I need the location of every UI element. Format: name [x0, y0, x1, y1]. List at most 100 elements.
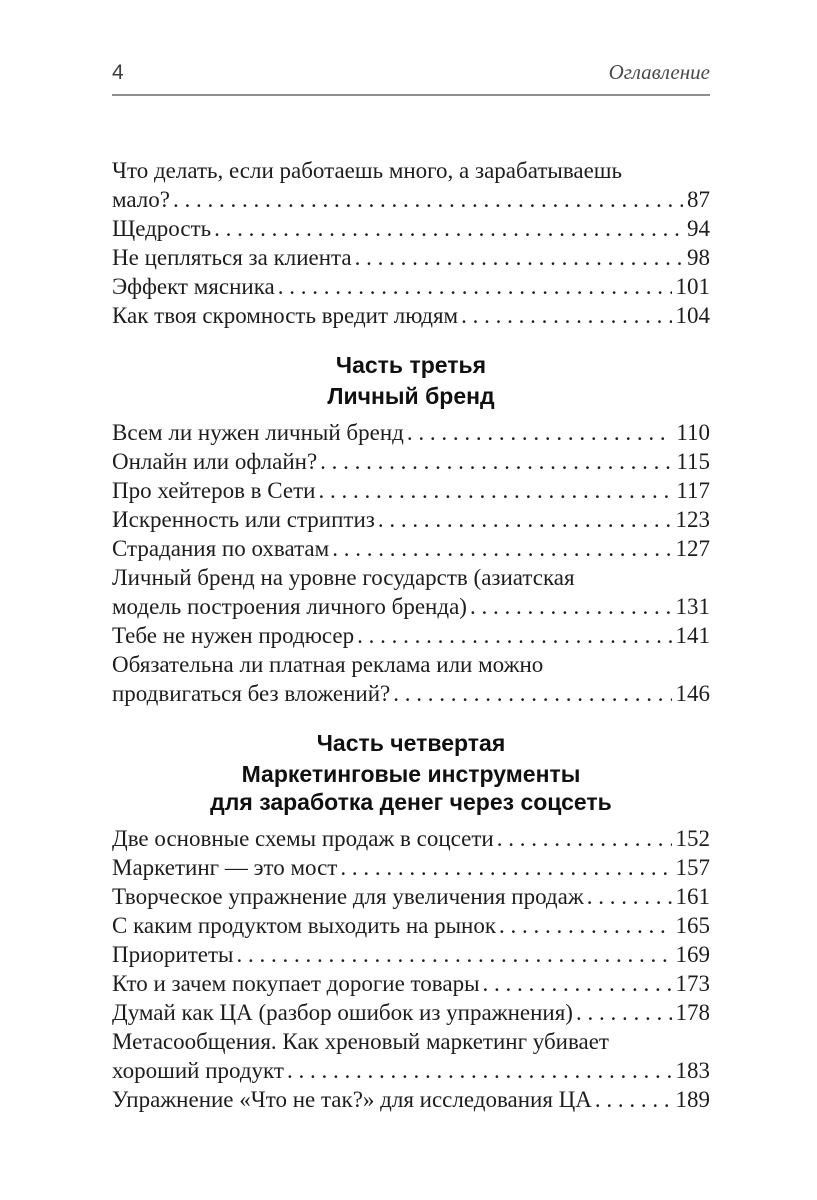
toc-entry-line: Тебе не нужен продюсер 141 — [112, 621, 710, 650]
section-part-label: Часть третья — [335, 352, 487, 378]
toc-entry: Страдания по охватам 127 — [112, 534, 710, 563]
toc-entry-title: Эффект мясника — [112, 274, 275, 299]
page-content: 4 Оглавление Что делать, если работаешь … — [112, 0, 710, 1114]
toc-entry-line: Упражнение «Что не так?» для исследовани… — [112, 1085, 710, 1114]
toc-entry: Не цепляться за клиента 98 — [112, 243, 710, 272]
toc-entry-line: Искренность или стриптиз 123 — [112, 505, 710, 534]
toc-page-number: 165 — [675, 913, 711, 938]
page-number: 4 — [112, 61, 124, 84]
toc-section-1: Что делать, если работаешь много, а зара… — [112, 156, 710, 330]
toc-entry-line: Эффект мясника 101 — [112, 272, 710, 301]
toc-entry-title: Про хейтеров в Сети — [112, 478, 316, 503]
toc-entry-line: продвигаться без вложений? 146 — [112, 679, 710, 708]
toc-dot-leader — [393, 679, 671, 708]
toc-dot-leader — [483, 969, 672, 998]
toc-entry-title: Кто и зачем покупает дорогие товары — [112, 971, 480, 996]
toc-page-number: 157 — [675, 855, 711, 880]
toc-entry-line: Кто и зачем покупает дорогие товары 173 — [112, 969, 710, 998]
toc-entry-title: Творческое упражнение для увеличения про… — [112, 884, 584, 909]
toc-entry: С каким продуктом выходить на рынок 165 — [112, 911, 710, 940]
toc-page-number: 127 — [675, 536, 711, 561]
toc-entry-title: Искренность или стриптиз — [112, 507, 375, 532]
toc-entry-line: Обязательна ли платная реклама или можно — [112, 650, 710, 679]
toc-entry-title: Обязательна ли платная реклама или можно — [112, 652, 544, 677]
toc-entry: Приоритеты 169 — [112, 940, 710, 969]
toc-entry-title: Всем ли нужен личный бренд — [112, 420, 404, 445]
toc-entry-line: Метасообщения. Как хреновый маркетинг уб… — [112, 1027, 710, 1056]
toc-dot-leader — [378, 505, 672, 534]
toc-dot-leader — [237, 940, 672, 969]
toc-dot-leader — [587, 882, 672, 911]
toc-entry-line: Что делать, если работаешь много, а зара… — [112, 156, 710, 185]
toc-dot-leader — [499, 911, 671, 940]
toc-page-number: 152 — [675, 826, 711, 851]
toc-entry-line: Личный бренд на уровне государств (азиат… — [112, 563, 710, 592]
toc-dot-leader — [320, 447, 672, 476]
toc-entry-line: хороший продукт 183 — [112, 1056, 710, 1085]
toc-entry-line: мало? 87 — [112, 185, 710, 214]
toc-dot-leader — [470, 592, 672, 621]
toc-entry: Упражнение «Что не так?» для исследовани… — [112, 1085, 710, 1114]
toc-page-number: 131 — [675, 594, 711, 619]
toc-entry: Две основные схемы продаж в соцсети 152 — [112, 824, 710, 853]
toc-entry-line: модель построения личного бренда) 131 — [112, 592, 710, 621]
toc-page-number: 141 — [675, 623, 711, 648]
toc-section-2: Часть третья Личный бренд Всем ли нужен ли… — [112, 348, 710, 708]
toc-entry-line: Страдания по охватам 127 — [112, 534, 710, 563]
toc-entry: Маркетинг — это мост 157 — [112, 853, 710, 882]
toc-entry-line: Не цепляться за клиента 98 — [112, 243, 710, 272]
toc-dot-leader — [214, 214, 683, 243]
toc-page-number: 87 — [687, 187, 710, 212]
toc-entry-line: Щедрость 94 — [112, 214, 710, 243]
toc-entry: Личный бренд на уровне государств (азиат… — [112, 563, 710, 621]
toc-entry-title: С каким продуктом выходить на рынок — [112, 913, 497, 938]
toc-entry-title: Страдания по охватам — [112, 536, 330, 561]
toc-entry-line: Две основные схемы продаж в соцсети 152 — [112, 824, 710, 853]
toc-entry-title: Упражнение «Что не так?» для исследовани… — [112, 1087, 592, 1112]
toc-entry: Творческое упражнение для увеличения про… — [112, 882, 710, 911]
toc-page-number: 183 — [675, 1058, 711, 1083]
section-heading: Часть четвертая Маркетинговые инструменты… — [112, 726, 710, 816]
section-title-line: Маркетинговые инструменты — [241, 761, 581, 787]
toc-entry-line: Приоритеты 169 — [112, 940, 710, 969]
toc-entry-title: Маркетинг — это мост — [112, 855, 338, 880]
toc-page-number: 110 — [676, 420, 710, 445]
toc-page-number: 173 — [675, 971, 711, 996]
toc-entry-title: мало? — [112, 187, 170, 212]
toc-entry: Искренность или стриптиз 123 — [112, 505, 710, 534]
toc-dot-leader — [278, 272, 672, 301]
toc-page-number: 146 — [675, 681, 711, 706]
toc-dot-leader — [332, 534, 671, 563]
toc-page-number: 161 — [675, 884, 711, 909]
toc-entry: Про хейтеров в Сети 117 — [112, 476, 710, 505]
toc-entry-line: Маркетинг — это мост 157 — [112, 853, 710, 882]
toc-dot-leader — [576, 998, 672, 1027]
toc-entry-title: Онлайн или офлайн? — [112, 449, 318, 474]
toc-entry-title: Личный бренд на уровне государств (азиат… — [112, 565, 575, 590]
toc-entry-title: модель построения личного бренда) — [112, 594, 467, 619]
toc-entry-title: Как твоя скромность вредит людям — [112, 303, 459, 328]
toc-dot-leader — [318, 476, 672, 505]
section-heading: Часть третья Личный бренд — [112, 348, 710, 410]
toc-entry: Щедрость 94 — [112, 214, 710, 243]
section-part-label: Часть четвертая — [316, 730, 506, 756]
toc-entry-line: Всем ли нужен личный бренд 110 — [112, 418, 710, 447]
toc-section-3: Часть четвертая Маркетинговые инструменты… — [112, 726, 710, 1114]
toc-entry-line: Как твоя скромность вредит людям 104 — [112, 301, 710, 330]
running-header: 4 Оглавление — [112, 0, 710, 96]
toc-entry-line: Про хейтеров в Сети 117 — [112, 476, 710, 505]
toc-dot-leader — [355, 243, 683, 272]
toc-entry: Онлайн или офлайн? 115 — [112, 447, 710, 476]
toc-entry: Думай как ЦА (разбор ошибок из упражнени… — [112, 998, 710, 1027]
toc-entry-title: Думай как ЦА (разбор ошибок из упражнени… — [112, 1000, 573, 1025]
toc-entry-line: Думай как ЦА (разбор ошибок из упражнени… — [112, 998, 710, 1027]
toc-page-number: 101 — [675, 274, 711, 299]
toc-entry: Обязательна ли платная реклама или можно… — [112, 650, 710, 708]
toc-entry: Кто и зачем покупает дорогие товары 173 — [112, 969, 710, 998]
toc-entry: Эффект мясника 101 — [112, 272, 710, 301]
toc-dot-leader — [287, 1056, 672, 1085]
toc-entry: Тебе не нужен продюсер 141 — [112, 621, 710, 650]
toc-page-number: 117 — [676, 478, 710, 503]
toc-entry-title: Щедрость — [112, 216, 212, 241]
toc-page-number: 98 — [687, 245, 710, 270]
